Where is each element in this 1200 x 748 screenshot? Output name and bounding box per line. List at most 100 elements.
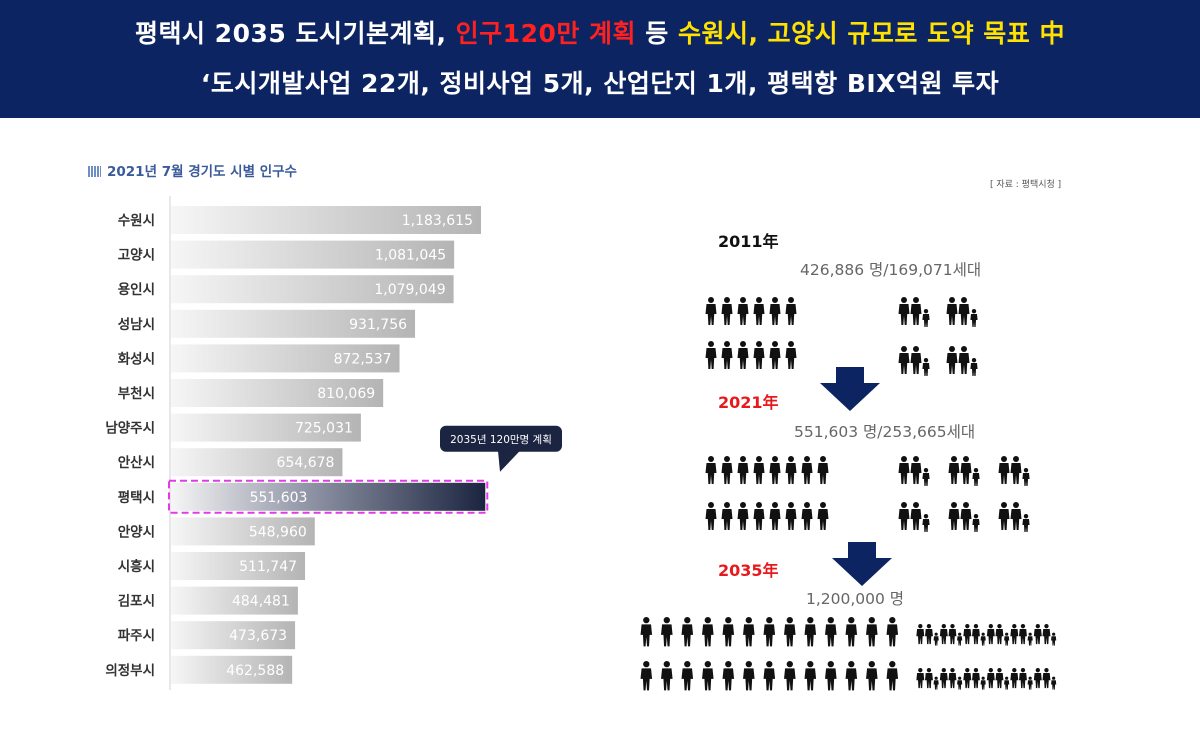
parent-icon — [925, 668, 933, 689]
category-label: 수원시 — [118, 213, 155, 229]
person-icon — [722, 661, 735, 691]
child-icon — [922, 358, 930, 376]
headline-line-2: ‘도시개발사업 22개, 정비사업 5개, 산업단지 1개, 평택항 BIX억원… — [200, 69, 1000, 98]
family-icon — [998, 502, 1030, 532]
child-icon — [957, 676, 963, 690]
parent-icon — [910, 502, 922, 530]
person-icon — [817, 456, 829, 484]
highlight-border — [168, 479, 489, 514]
population-stat: 426,886 명/169,071세대 — [800, 261, 982, 279]
parent-icon — [1010, 456, 1022, 484]
header-banner: 평택시 2035 도시기본계획, 인구120만 계획 등 수원시, 고양시 규모… — [0, 0, 1200, 118]
family-icon — [1010, 668, 1033, 690]
parent-icon — [910, 346, 922, 374]
parent-icon — [986, 668, 995, 689]
parent-icon — [898, 502, 910, 530]
family-icon — [948, 502, 980, 532]
family-icon — [946, 346, 978, 376]
headline-text: 등 — [636, 19, 678, 48]
parent-icon — [898, 346, 910, 374]
person-icon — [785, 297, 797, 325]
person-icon — [702, 617, 714, 647]
category-label: 시흥시 — [118, 558, 155, 575]
person-icon — [785, 456, 797, 484]
parent-icon — [960, 502, 972, 530]
parent-icon — [910, 297, 922, 325]
bar-시흥시 — [171, 552, 306, 580]
parent-icon — [998, 502, 1010, 530]
bar-파주시 — [171, 621, 296, 650]
person-icon — [661, 617, 673, 647]
person-icon — [753, 502, 765, 530]
bar-용인시 — [171, 275, 454, 304]
category-label: 평택시 — [118, 489, 155, 506]
year-label: 2021年 — [718, 393, 779, 412]
family-icon — [939, 624, 963, 646]
person-icon — [784, 661, 796, 691]
value-label: 872,537 — [334, 351, 392, 367]
category-label: 용인시 — [118, 281, 155, 298]
parent-icon — [995, 624, 1004, 645]
person-icon — [640, 617, 653, 647]
value-label: 725,031 — [295, 421, 353, 437]
headline-highlight-red: 인구120만 계획 — [455, 19, 637, 48]
parent-icon — [898, 297, 910, 325]
parent-icon — [925, 624, 933, 645]
person-icon — [769, 341, 781, 369]
parent-icon — [916, 624, 925, 645]
person-icon — [681, 617, 694, 647]
bar-화성시 — [171, 344, 400, 373]
value-label: 1,079,049 — [374, 282, 445, 298]
people-group-2021 — [705, 456, 1030, 532]
child-icon — [922, 514, 930, 532]
child-icon — [980, 632, 986, 646]
category-label: 김포시 — [118, 594, 155, 610]
category-label: 남양주시 — [105, 420, 155, 437]
year-label: 2035年 — [718, 561, 779, 580]
person-icon — [817, 502, 829, 530]
family-icon — [939, 668, 963, 690]
parent-icon — [972, 668, 980, 689]
down-arrow-icon — [832, 542, 892, 586]
people-group-2035 — [640, 617, 1057, 691]
parent-icon — [958, 297, 970, 325]
family-icon — [998, 456, 1030, 486]
person-icon — [743, 661, 755, 691]
family-icon — [898, 346, 930, 376]
parent-icon — [948, 456, 960, 484]
parent-icon — [948, 624, 957, 645]
child-icon — [1004, 632, 1010, 646]
category-label: 고양시 — [118, 248, 155, 264]
person-icon — [769, 297, 781, 325]
person-icon — [769, 456, 781, 484]
parent-icon — [986, 624, 995, 645]
person-icon — [705, 456, 717, 484]
person-icon — [705, 341, 717, 369]
person-icon — [661, 661, 673, 691]
person-icon — [737, 502, 749, 530]
value-label: 473,673 — [229, 628, 287, 644]
parent-icon — [946, 297, 958, 325]
value-label: 1,183,615 — [402, 213, 473, 229]
person-icon — [737, 456, 749, 484]
parent-icon — [1010, 668, 1019, 689]
parent-icon — [948, 502, 960, 530]
bar-수원시 — [171, 206, 481, 234]
person-icon — [705, 502, 717, 530]
bar-의정부시 — [171, 655, 293, 684]
parent-icon — [998, 456, 1010, 484]
person-icon — [737, 341, 749, 369]
person-icon — [825, 661, 837, 691]
person-icon — [721, 341, 733, 369]
category-label: 파주시 — [118, 628, 155, 644]
category-label: 화성시 — [118, 351, 155, 367]
person-icon — [866, 617, 878, 647]
child-icon — [972, 514, 980, 532]
person-icon — [785, 502, 797, 530]
value-label: 654,678 — [277, 455, 335, 471]
person-icon — [721, 456, 733, 484]
headline-line-1: 평택시 2035 도시기본계획, 인구120만 계획 등 수원시, 고양시 규모… — [0, 14, 1200, 50]
child-icon — [1051, 632, 1057, 646]
parent-icon — [960, 456, 972, 484]
bar-평택시 — [171, 482, 486, 511]
